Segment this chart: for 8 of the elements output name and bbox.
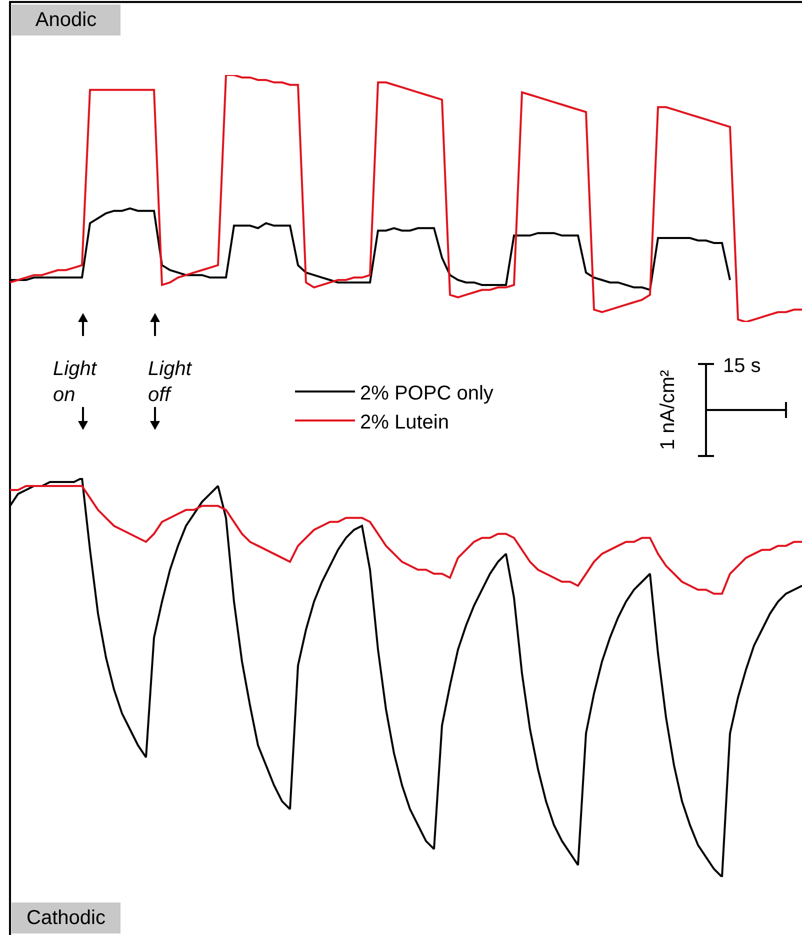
text: 1 nA/cm²	[657, 370, 679, 450]
legend-label: 2% Lutein	[360, 411, 449, 434]
text: 15 s	[723, 355, 761, 377]
text: Anodic	[35, 9, 97, 31]
legend-label: 2% POPC only	[360, 382, 494, 404]
text: Light off	[148, 358, 193, 406]
text: Cathodic	[26, 907, 106, 929]
text: Light on	[53, 358, 98, 406]
